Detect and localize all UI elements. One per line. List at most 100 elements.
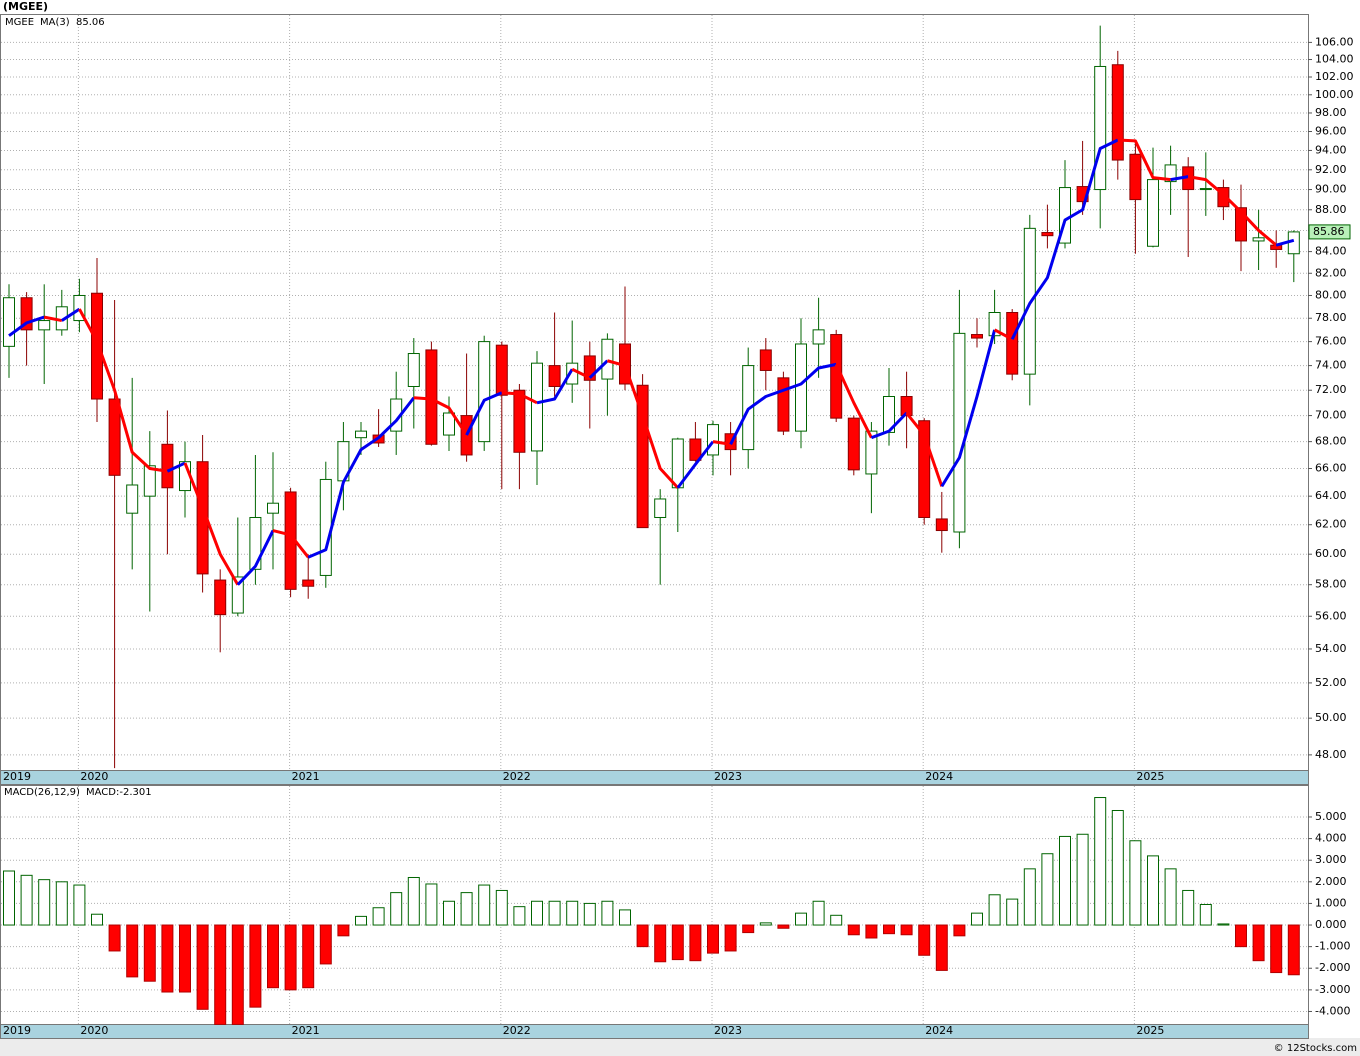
- macd-bar: [900, 924, 913, 936]
- y-tick-label: 78.00: [1315, 311, 1347, 324]
- macd-bar: [513, 906, 526, 926]
- macd-bar: [443, 900, 455, 926]
- y-tick-label: 48.00: [1315, 748, 1347, 761]
- watermark: © 12Stocks.com: [1274, 1043, 1357, 1054]
- y-tick-label: 94.00: [1315, 143, 1347, 156]
- y-tick-label: 68.00: [1315, 435, 1347, 448]
- macd-bar: [460, 892, 473, 926]
- macd-bar: [372, 907, 385, 926]
- macd-bar: [1006, 898, 1019, 926]
- macd-last: MACD:-2.301: [86, 787, 152, 798]
- macd-bar: [795, 912, 807, 926]
- macd-bar: [1287, 924, 1300, 976]
- candle-body: [478, 341, 491, 443]
- y-tick-label: 62.00: [1315, 518, 1347, 531]
- candle-body: [267, 502, 279, 514]
- x-tick-label: 2020: [80, 1024, 108, 1037]
- candle-body: [1252, 237, 1265, 242]
- macd-bar: [302, 924, 315, 989]
- macd-bar: [601, 900, 614, 926]
- ma-line: [60, 307, 81, 322]
- x-tick-label: 2020: [80, 770, 108, 783]
- candle-body: [231, 576, 244, 614]
- y-tick-label: 5.000: [1315, 810, 1347, 823]
- ma-line: [834, 363, 873, 439]
- macd-bar: [407, 876, 420, 926]
- candle-body: [847, 417, 860, 471]
- y-tick-label: 4.000: [1315, 832, 1347, 845]
- macd-name: MACD(26,12,9): [4, 787, 80, 798]
- ma-line: [1170, 175, 1189, 182]
- y-tick-label: -4.000: [1315, 1004, 1350, 1017]
- macd-bar: [830, 914, 843, 926]
- y-tick-label: 3.000: [1315, 853, 1347, 866]
- y-tick-label: 0.000: [1315, 918, 1347, 931]
- ma-line: [465, 391, 503, 436]
- candle-body: [654, 498, 667, 518]
- candle-body: [355, 430, 367, 439]
- macd-bar: [267, 924, 279, 989]
- candle-body: [935, 518, 948, 532]
- macd-bar: [689, 924, 702, 962]
- candle-body: [689, 438, 702, 461]
- ma-line: [940, 329, 997, 488]
- last-price-box: [1308, 224, 1351, 240]
- candle-body: [707, 424, 719, 456]
- macd-bar: [91, 913, 103, 926]
- macd-date-strip: [0, 1024, 1309, 1039]
- ma-line: [676, 440, 715, 489]
- ma-line: [272, 529, 310, 559]
- candle-body: [319, 478, 332, 576]
- ma-line: [183, 462, 240, 586]
- candle-body: [249, 516, 262, 570]
- ma-line: [905, 412, 944, 487]
- y-tick-label: 104.00: [1315, 53, 1354, 66]
- candle-body: [214, 579, 227, 616]
- ma-line: [536, 368, 574, 405]
- ma-line: [236, 529, 275, 586]
- x-tick-label: 2024: [925, 770, 953, 783]
- candle-body: [531, 362, 543, 452]
- candle-body: [126, 484, 139, 514]
- macd-bar: [935, 924, 948, 971]
- chart-title: (MGEE): [3, 0, 48, 13]
- y-tick-label: 90.00: [1315, 183, 1347, 196]
- ma-line: [307, 396, 415, 559]
- x-tick-label: 2021: [292, 1024, 320, 1037]
- candle-body: [1094, 65, 1107, 191]
- y-tick-label: 58.00: [1315, 578, 1347, 591]
- y-tick-label: 60.00: [1315, 547, 1347, 560]
- last-price-label: 85.86: [1313, 225, 1345, 238]
- candle-body: [900, 396, 913, 417]
- ma-line: [870, 411, 908, 440]
- ma-line: [8, 315, 45, 337]
- macd-bar: [812, 900, 825, 926]
- x-tick-label: 2021: [292, 770, 320, 783]
- macd-bar: [390, 892, 403, 926]
- y-tick-label: 88.00: [1315, 203, 1347, 216]
- y-tick-label: 100.00: [1315, 88, 1354, 101]
- candle-body: [1164, 164, 1177, 183]
- macd-bar: [654, 924, 667, 963]
- candle-body: [918, 420, 931, 518]
- x-tick-label: 2023: [714, 1024, 742, 1037]
- macd-bar: [1252, 924, 1265, 962]
- ma-line: [1275, 238, 1295, 247]
- macd-bar: [126, 924, 139, 978]
- x-tick-label: 2024: [925, 1024, 953, 1037]
- y-tick-label: 76.00: [1315, 335, 1347, 348]
- candle-body: [20, 297, 33, 331]
- macd-bar: [1182, 889, 1195, 926]
- macd-bar: [1023, 868, 1036, 926]
- x-tick-label: 2025: [1136, 1024, 1164, 1037]
- macd-bar: [249, 924, 262, 1008]
- ma-line: [166, 461, 186, 473]
- macd-bar: [671, 924, 684, 961]
- candle-body: [759, 349, 772, 371]
- y-tick-label: 1.000: [1315, 896, 1347, 909]
- candle-body: [91, 292, 103, 400]
- candle-body: [108, 398, 121, 476]
- candle-body: [1006, 312, 1019, 375]
- macd-bar: [1041, 853, 1054, 926]
